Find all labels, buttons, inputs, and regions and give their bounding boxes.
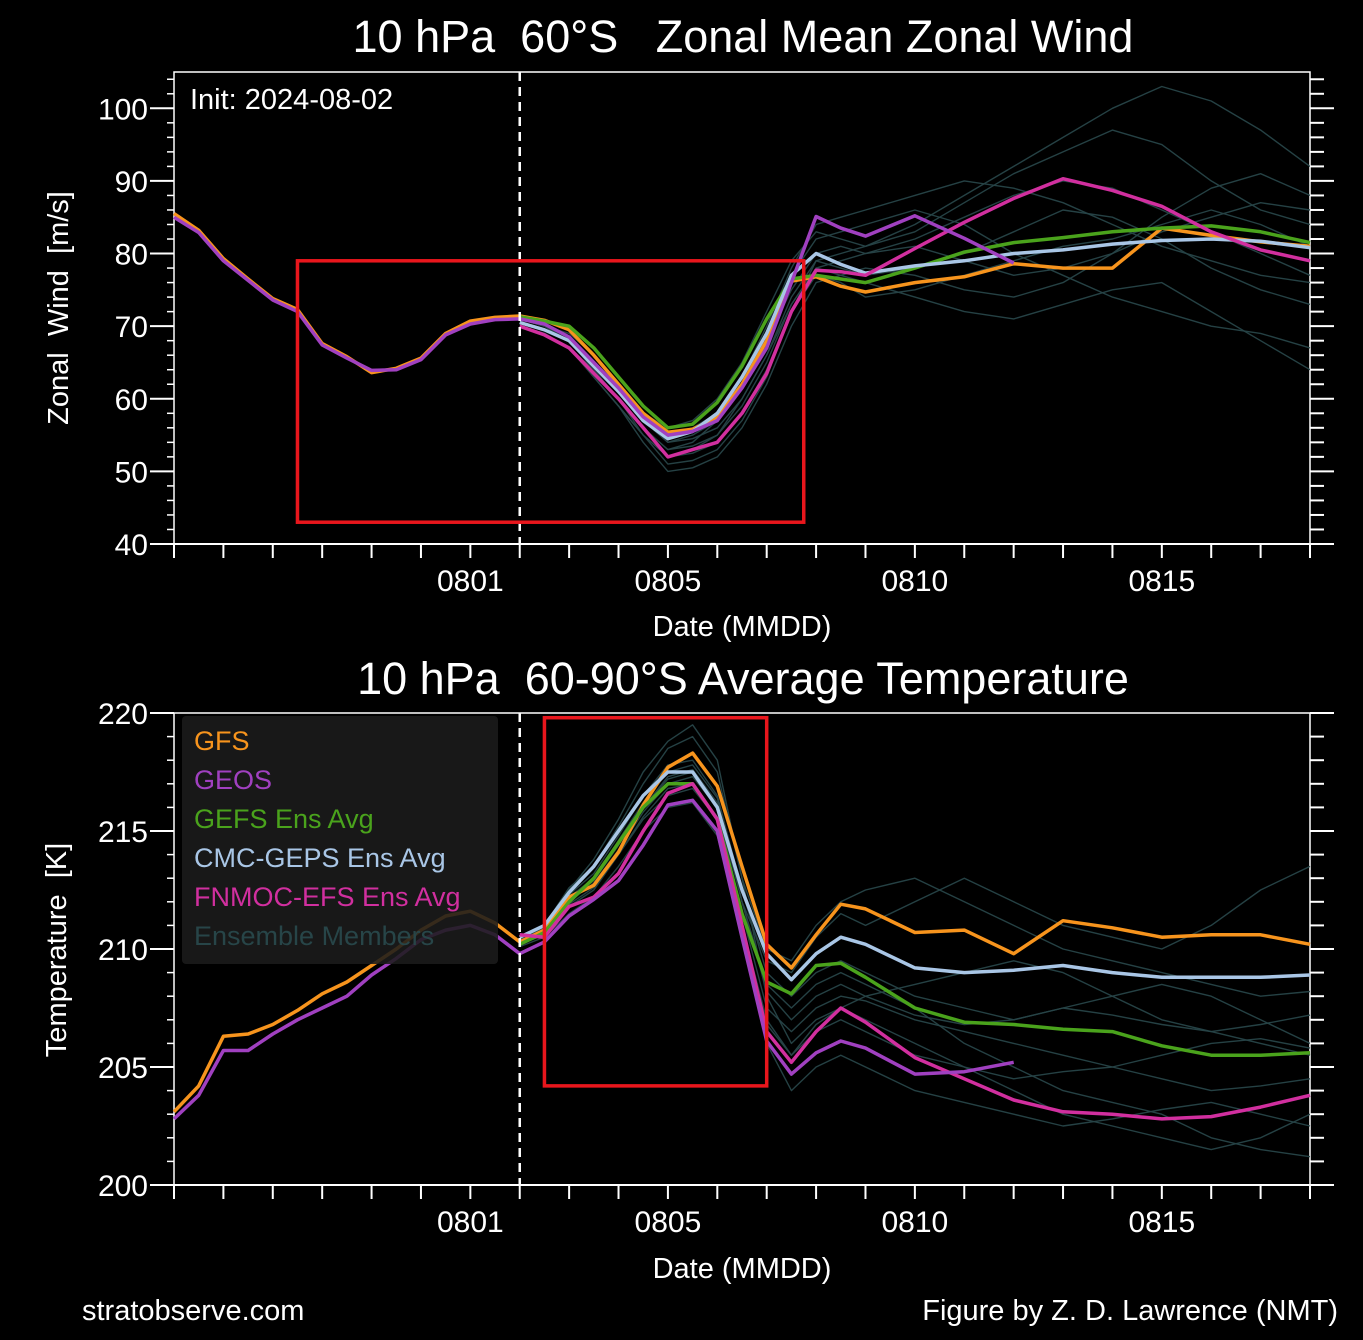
y-tick-label: 80 (115, 239, 148, 272)
x-tick-label: 0810 (881, 1206, 948, 1239)
y-tick-label: 40 (115, 529, 148, 562)
x-tick-label: 0805 (635, 565, 702, 598)
x-tick-label: 0801 (437, 565, 504, 598)
y-tick-label: 50 (115, 456, 148, 489)
footer-site: stratobserve.com (82, 1295, 304, 1327)
y-tick-label: 70 (115, 311, 148, 344)
ensemble-member-line (519, 735, 1311, 997)
ensemble-member-line (519, 759, 1311, 1045)
y-tick-label: 90 (115, 166, 148, 199)
y-tick-label: 220 (98, 698, 148, 731)
chart-title: 10 hPa 60°S Zonal Mean Zonal Wind (353, 11, 1134, 62)
geos-analysis-line (173, 215, 520, 373)
y-tick-label: 100 (98, 93, 148, 126)
y-tick-label: 210 (98, 934, 148, 967)
y-tick-label: 205 (98, 1052, 148, 1085)
legend-entry-cmc-geps: CMC-GEPS Ens Avg (194, 843, 446, 873)
temperature-chart: 10 hPa 60-90°S Average Temperature 0801 0… (41, 653, 1334, 1285)
footer-credit: Figure by Z. D. Lawrence (NMT) (922, 1295, 1338, 1327)
ensemble-member-line (519, 724, 1311, 1151)
gefs-ens-avg-line (518, 782, 1311, 1057)
ensemble-member-line (519, 802, 1311, 1127)
x-axis-label: Date (MMDD) (653, 1253, 832, 1285)
x-axis-label: Date (MMDD) (653, 611, 832, 643)
x-tick-label: 0801 (437, 1206, 504, 1239)
gfs-line (518, 751, 1311, 970)
init-annotation: Init: 2024-08-02 (190, 84, 393, 116)
plot-area: 0801 0805 0810 0815 200 205 210 215 220 (98, 698, 1334, 1239)
x-tick-label: 0810 (881, 565, 948, 598)
fnmoc-efs-ens-avg-line (519, 782, 1311, 1121)
geos-line (519, 214, 1015, 437)
legend-entry-gefs: GEFS Ens Avg (194, 804, 374, 834)
highlight-box (295, 259, 806, 524)
y-tick-label: 60 (115, 384, 148, 417)
legend-entry-ensemble-members: Ensemble Members (194, 921, 434, 951)
y-tick-label: 200 (98, 1170, 148, 1203)
chart-title: 10 hPa 60-90°S Average Temperature (357, 653, 1129, 704)
zonal-wind-chart: 10 hPa 60°S Zonal Mean Zonal Wind 0801 08… (43, 11, 1334, 643)
x-tick-label: 0805 (635, 1206, 702, 1239)
plot-area: 0801 0805 0810 0815 40 50 60 70 80 90 100 (98, 71, 1334, 598)
cmc-geps-ens-avg-line (518, 770, 1311, 982)
legend-box (182, 716, 498, 964)
legend-entry-gfs: GFS (194, 726, 250, 756)
y-axis-label: Zonal Wind [m/s] (43, 191, 75, 425)
highlight-box (542, 715, 769, 1088)
legend-entry-geos: GEOS (194, 765, 272, 795)
x-tick-label: 0815 (1128, 1206, 1195, 1239)
geos-line (518, 798, 1015, 1076)
x-tick-label: 0815 (1128, 565, 1195, 598)
y-tick-label: 215 (98, 816, 148, 849)
legend: GFS GEOS GEFS Ens Avg CMC-GEPS Ens Avg F… (182, 716, 498, 964)
legend-entry-fnmoc-efs: FNMOC-EFS Ens Avg (194, 882, 461, 912)
y-axis-label: Temperature [K] (41, 843, 73, 1057)
